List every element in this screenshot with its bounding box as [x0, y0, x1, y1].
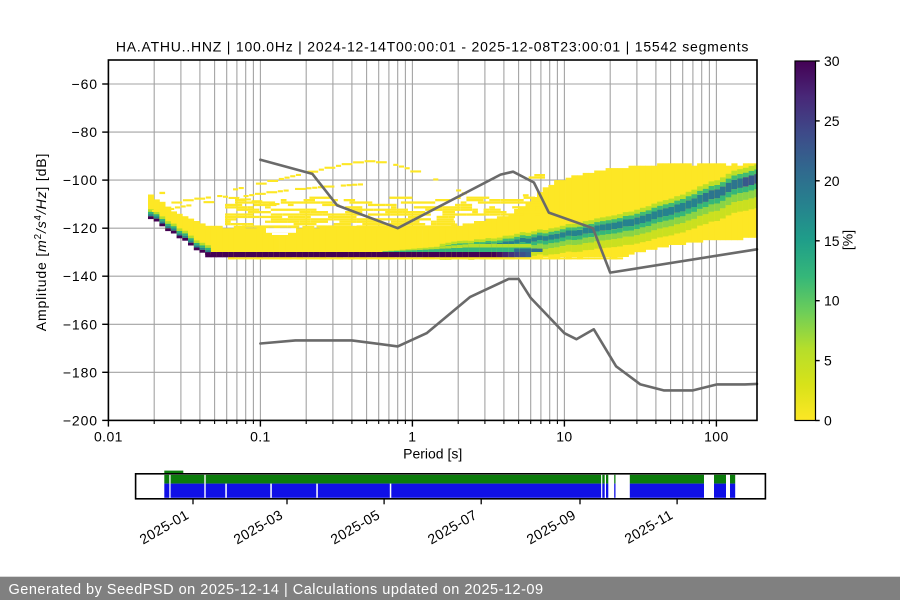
svg-text:1: 1: [408, 429, 416, 445]
svg-text:15: 15: [824, 233, 840, 249]
svg-text:−80: −80: [72, 124, 98, 140]
svg-text:20: 20: [824, 173, 840, 189]
svg-text:100: 100: [704, 429, 729, 445]
svg-text:2025-01: 2025-01: [137, 506, 192, 547]
svg-text:10: 10: [824, 293, 840, 309]
svg-text:−100: −100: [63, 172, 98, 188]
svg-text:0.01: 0.01: [94, 429, 123, 445]
svg-text:−180: −180: [63, 364, 98, 380]
svg-text:2025-09: 2025-09: [524, 506, 579, 547]
svg-text:HA.ATHU..HNZ | 100.0Hz | 2024-: HA.ATHU..HNZ | 100.0Hz | 2024-12-14T00:0…: [116, 39, 749, 55]
svg-text:0.1: 0.1: [250, 429, 271, 445]
svg-text:[%]: [%]: [840, 230, 856, 250]
svg-text:10: 10: [556, 429, 572, 445]
svg-text:2025-11: 2025-11: [622, 506, 676, 546]
svg-text:Generated by SeedPSD on 2025-1: Generated by SeedPSD on 2025-12-14 | Cal…: [9, 582, 544, 598]
svg-text:2025-03: 2025-03: [231, 506, 286, 547]
svg-text:−120: −120: [63, 220, 98, 236]
svg-text:2025-07: 2025-07: [425, 506, 480, 547]
svg-text:Period [s]: Period [s]: [403, 446, 462, 462]
svg-text:−160: −160: [63, 316, 98, 332]
svg-text:5: 5: [824, 353, 832, 369]
svg-text:−200: −200: [63, 412, 98, 428]
svg-text:0: 0: [824, 413, 832, 429]
svg-text:25: 25: [824, 113, 840, 129]
svg-text:−140: −140: [63, 268, 98, 284]
svg-text:30: 30: [824, 53, 840, 69]
svg-text:−60: −60: [72, 76, 98, 92]
svg-text:Amplitude [m2/s4/Hz] [dB]: Amplitude [m2/s4/Hz] [dB]: [33, 153, 49, 331]
svg-text:2025-05: 2025-05: [328, 506, 383, 547]
